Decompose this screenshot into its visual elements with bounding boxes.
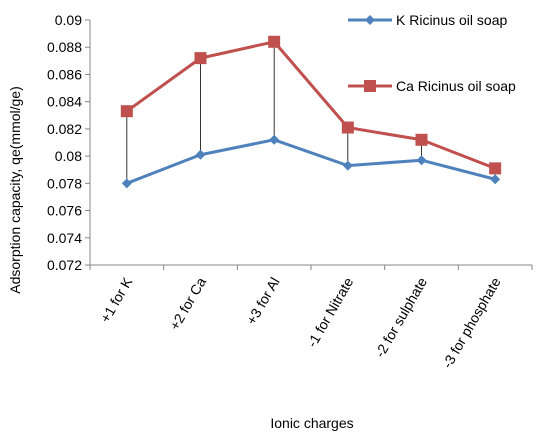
data-point [120,105,133,118]
data-point [342,160,353,171]
data-point [489,162,502,175]
data-point [415,133,428,146]
x-tick-label: -1 for Nitrate [304,274,357,350]
y-tick-label: 0.072 [47,257,82,273]
y-tick-label: 0.084 [47,94,82,110]
data-point [341,121,354,134]
data-point [194,52,207,65]
legend-label: K Ricinus oil soap [396,12,507,28]
y-tick-label: 0.076 [47,203,82,219]
x-tick-label: -2 for sulphate [371,274,430,360]
data-point [268,35,281,48]
data-point [121,178,132,189]
x-axis-title: Ionic charges [270,415,353,431]
x-tick-label: +1 for K [97,274,136,325]
legend-marker [365,15,375,25]
y-tick-label: 0.078 [47,175,82,191]
data-point [490,174,501,185]
plot-area: 0.072 0.074 0.076 0.078 0.08 0.082 0.084 0.086 0… [47,12,533,371]
legend-marker [364,80,376,92]
y-tick-label: 0.09 [55,12,82,28]
legend-label: Ca Ricinus oil soap [396,78,516,94]
x-tick-label: -3 for phosphate [439,274,504,370]
y-axis-title: Adsorption capacity, qe(mmol/ge) [7,86,23,294]
legend: K Ricinus oil soap Ca Ricinus oil soap [348,12,516,94]
x-tick-label: +3 for Al [243,275,283,328]
y-tick-label: 0.086 [47,66,82,82]
series-line [126,138,496,185]
y-tick-label: 0.088 [47,39,82,55]
y-tick-label: 0.074 [47,230,82,246]
data-point [195,149,206,160]
y-tick-label: 0.082 [47,121,82,137]
y-tick-label: 0.08 [55,148,82,164]
data-point [416,155,427,166]
x-tick-label: +2 for Ca [166,274,209,332]
data-point [269,134,280,145]
series-line [125,40,496,170]
